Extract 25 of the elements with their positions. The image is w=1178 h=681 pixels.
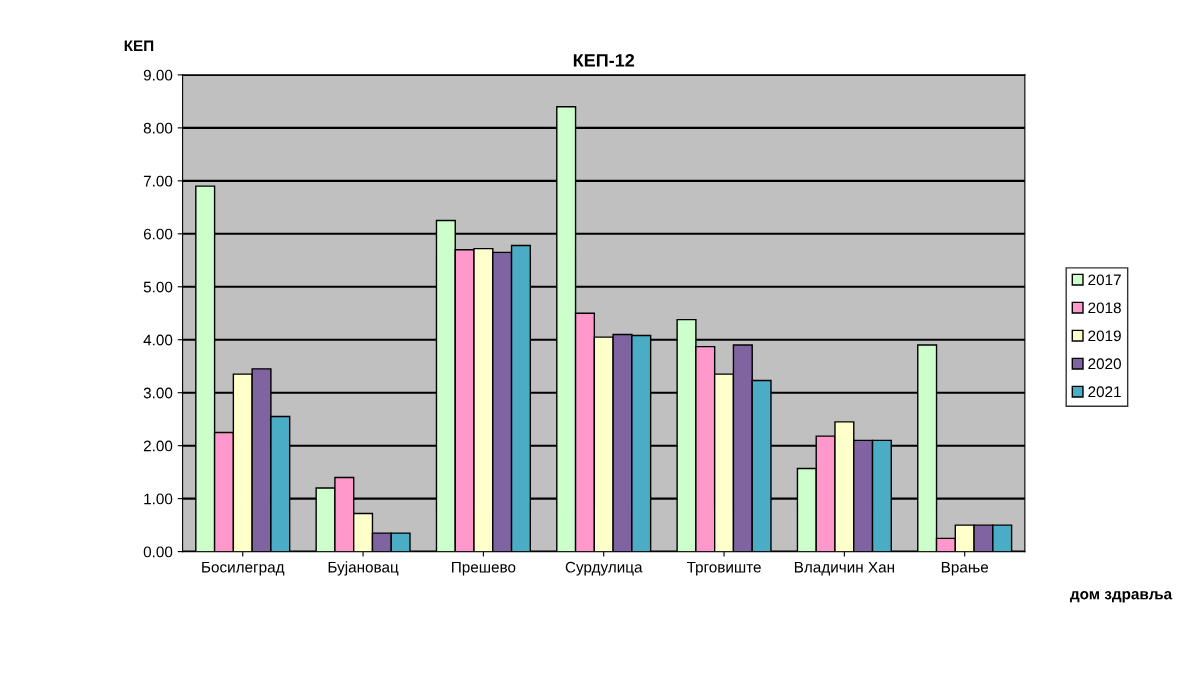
x-tick-label: Бујановац: [328, 561, 399, 576]
x-tick-label: Босилеград: [202, 561, 285, 576]
x-tick-label: Трговиште: [686, 561, 761, 576]
x-tick-label: Сурдулица: [565, 561, 643, 576]
y-tick-label: 6.00: [143, 228, 173, 240]
y-tick-label: 2.00: [143, 440, 173, 452]
y-tick-label: 3.00: [143, 387, 173, 399]
y-axis-title: КЕП: [124, 40, 154, 52]
legend-label: 2019: [1088, 330, 1121, 342]
y-tick-label: 0.00: [143, 546, 173, 558]
y-tick-label: 1.00: [144, 493, 173, 505]
legend-label: 2017: [1088, 274, 1121, 286]
y-tick-label: 8.00: [143, 122, 173, 134]
y-tick-label: 9.00: [143, 69, 173, 81]
x-tick-label: Врање: [941, 561, 989, 576]
y-tick-label: 5.00: [143, 281, 173, 293]
legend-label: 2021: [1088, 386, 1121, 398]
y-tick-label: 7.00: [143, 175, 173, 187]
x-axis-title: дом здравља: [1070, 591, 1173, 603]
legend-label: 2018: [1088, 302, 1121, 314]
x-tick-label: Прешево: [452, 561, 516, 576]
x-tick-label: Владичин Хан: [794, 561, 894, 576]
legend-label: 2020: [1088, 358, 1121, 370]
chart-title: КЕП-12: [573, 53, 635, 67]
y-tick-label: 4.00: [143, 334, 173, 346]
